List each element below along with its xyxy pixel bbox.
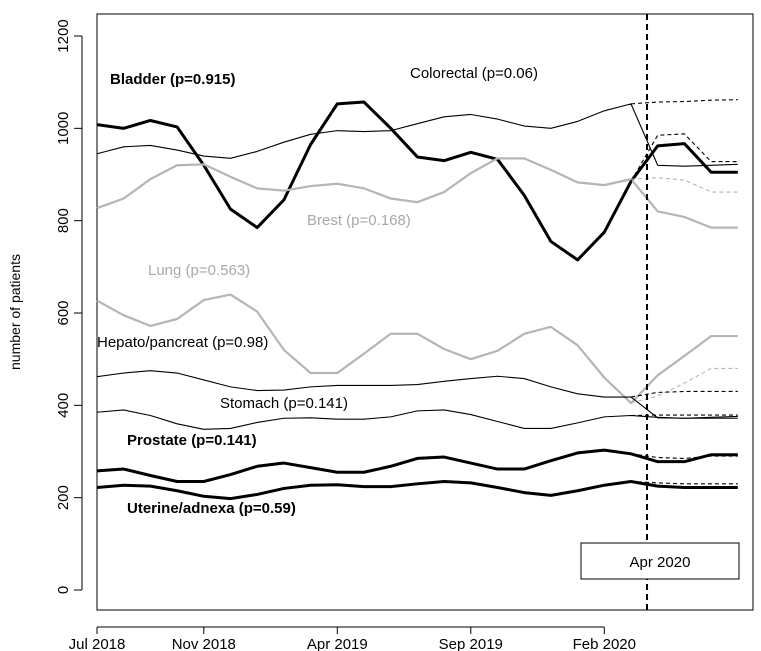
y-tick-label-800: 800 [55,208,72,233]
series-expected-3 [630,367,738,404]
series-expected-1 [630,133,738,182]
series-label-lung: Lung (p=0.563) [148,262,250,279]
y-tick-label-0: 0 [55,586,72,594]
series-label-colorectal: Colorectal (p=0.06) [410,65,538,82]
x-tick-label-0: Jul 2018 [69,636,126,651]
cutoff-label: Apr 2020 [630,554,691,571]
y-tick-label-200: 200 [55,485,72,510]
series-labels: Colorectal (p=0.06) Bladder (p=0.915) Br… [97,65,538,517]
series-line-5 [96,409,738,430]
series-expected-2 [630,177,738,193]
y-axis: 0 200 400 600 800 1000 1200 [55,19,83,594]
series-label-bladder: Bladder (p=0.915) [110,71,235,88]
series-label-uterine: Uterine/adnexa (p=0.59) [127,500,296,517]
cutoff-label-frame [580,542,740,580]
x-axis: Jul 2018 Nov 2018 Apr 2019 Sep 2019 Feb 2020 [69,626,636,651]
series-label-prostate: Prostate (p=0.141) [127,432,257,449]
series-expected-0 [630,99,738,105]
y-tick-label-1000: 1000 [55,112,72,145]
series-expected-6 [630,453,738,459]
series-label-stomach: Stomach (p=0.141) [220,395,348,412]
series-label-hepato: Hepato/pancreat (p=0.98) [97,334,268,351]
y-tick-label-600: 600 [55,300,72,325]
series-line-7 [96,480,738,501]
cutoff-label-box: Apr 2020 [580,542,740,580]
series-line-1 [96,100,738,262]
y-axis-title: number of patients [7,254,23,370]
y-tick-label-1200: 1200 [55,19,72,52]
expected-layer [630,99,738,485]
x-tick-label-1: Nov 2018 [172,636,236,651]
series-expected-7 [630,480,738,485]
y-tick-label-400: 400 [55,393,72,418]
plot-frame [96,13,754,611]
x-tick-label-4: Feb 2020 [573,636,636,651]
x-tick-label-2: Apr 2019 [307,636,368,651]
series-label-brest: Brest (p=0.168) [307,212,411,229]
x-tick-label-3: Sep 2019 [439,636,503,651]
